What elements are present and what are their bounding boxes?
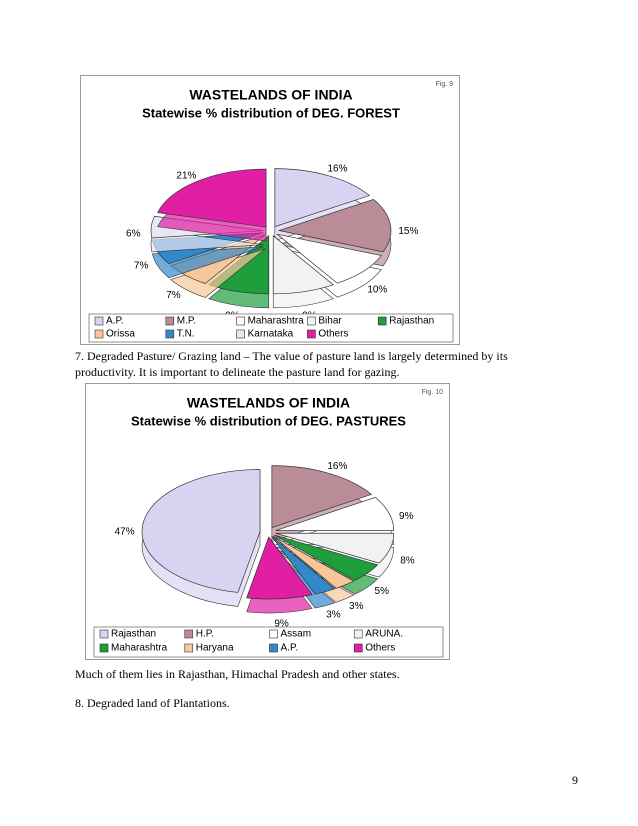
data-label: 7% bbox=[134, 261, 149, 272]
legend-box bbox=[88, 313, 454, 343]
data-label: 8% bbox=[400, 556, 415, 567]
data-label: 16% bbox=[327, 461, 347, 472]
legend-swatch bbox=[184, 629, 194, 639]
figure-label: Fig. 10 bbox=[422, 389, 444, 396]
legend-swatch bbox=[184, 643, 194, 653]
slice bbox=[271, 465, 373, 529]
slice bbox=[277, 199, 392, 253]
slice bbox=[275, 496, 395, 531]
legend-box bbox=[93, 626, 444, 658]
chart-title: WASTELANDS OF INDIA bbox=[189, 87, 352, 103]
chart-subtitle: Statewise % distribution of DEG. FOREST bbox=[142, 105, 400, 120]
chart: Fig. 9 WASTELANDS OF INDIA Statewise % dis… bbox=[80, 75, 460, 345]
data-label: 15% bbox=[398, 226, 418, 237]
slice bbox=[141, 469, 261, 593]
slice bbox=[272, 235, 334, 295]
legend-label: A.P. bbox=[106, 316, 124, 327]
legend-swatch bbox=[353, 643, 363, 653]
legend-swatch bbox=[377, 316, 387, 326]
legend-label: A.P. bbox=[281, 643, 299, 654]
legend-label: Maharashtra bbox=[111, 643, 168, 654]
legend-label: Orissa bbox=[106, 329, 135, 340]
legend-label: Bihar bbox=[318, 316, 342, 327]
legend-swatch bbox=[269, 629, 278, 639]
legend-swatch bbox=[353, 629, 363, 639]
legend-label: H.P. bbox=[196, 629, 214, 640]
data-label: 6% bbox=[126, 229, 141, 240]
legend-swatch bbox=[94, 329, 104, 339]
data-label: 3% bbox=[326, 609, 341, 620]
legend-swatch bbox=[307, 329, 316, 339]
chart-subtitle: Statewise % distribution of DEG. PASTURE… bbox=[131, 413, 406, 428]
data-label: 21% bbox=[176, 170, 196, 181]
legend-label: Karnataka bbox=[248, 329, 294, 340]
slice bbox=[246, 536, 313, 600]
legend-label: Others bbox=[365, 643, 395, 654]
legend-swatch bbox=[307, 316, 316, 326]
legend-label: Rajasthan bbox=[111, 629, 156, 640]
legend-swatch bbox=[236, 316, 245, 326]
legend-swatch bbox=[165, 316, 175, 326]
legend-label: ARUNA. bbox=[365, 629, 403, 640]
legend-swatch bbox=[99, 643, 109, 653]
slice bbox=[274, 168, 371, 228]
legend-label: Haryana bbox=[196, 643, 234, 654]
data-label: 7% bbox=[166, 290, 181, 301]
legend-label: T.N. bbox=[177, 329, 195, 340]
legend-swatch bbox=[99, 629, 109, 639]
legend-swatch bbox=[236, 329, 245, 339]
legend-label: Others bbox=[318, 329, 348, 340]
legend-swatch bbox=[165, 329, 175, 339]
slice bbox=[276, 233, 382, 284]
slice bbox=[275, 532, 395, 564]
paragraph: Much of them lies in Rajasthan, Himachal… bbox=[75, 667, 400, 681]
paragraph: 7. Degraded Pasture/ Grazing land – The … bbox=[75, 349, 508, 379]
data-label: 5% bbox=[375, 586, 390, 597]
legend-label: Assam bbox=[281, 629, 312, 640]
legend-label: M.P. bbox=[177, 316, 196, 327]
figure-label: Fig. 9 bbox=[435, 81, 453, 88]
paragraph: 8. Degraded land of Plantations. bbox=[75, 696, 230, 710]
data-label: 16% bbox=[327, 164, 347, 175]
legend-label: Rajasthan bbox=[389, 316, 434, 327]
data-label: 47% bbox=[115, 527, 135, 538]
data-label: 9% bbox=[274, 618, 289, 629]
slice bbox=[271, 536, 336, 595]
slice bbox=[274, 534, 379, 581]
chart-title: WASTELANDS OF INDIA bbox=[187, 395, 350, 411]
page-number: 9 bbox=[572, 773, 578, 787]
slice bbox=[272, 535, 355, 589]
data-label: 3% bbox=[349, 601, 364, 612]
legend-label: Maharashtra bbox=[248, 316, 305, 327]
data-label: 9% bbox=[399, 511, 414, 522]
data-label: 10% bbox=[367, 285, 387, 296]
legend-swatch bbox=[269, 643, 278, 653]
chart: Fig. 10 WASTELANDS OF INDIA Statewise % di… bbox=[85, 383, 450, 660]
slice bbox=[157, 168, 267, 228]
legend-swatch bbox=[94, 316, 104, 326]
